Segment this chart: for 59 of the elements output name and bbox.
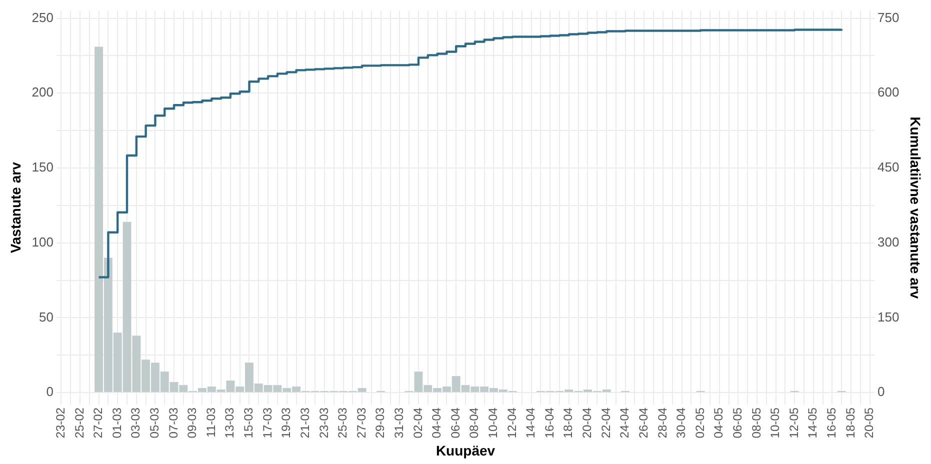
x-tick-label: 09-03 xyxy=(185,407,200,438)
x-tick-label: 14-05 xyxy=(806,407,820,438)
y2-tick-label: 450 xyxy=(878,160,900,175)
x-tick-label: 16-04 xyxy=(542,407,556,438)
x-tick-label: 28-04 xyxy=(655,407,670,438)
y2-axis-title: Kumulatiivne vastanute arv xyxy=(908,116,924,299)
x-tick-label: 26-04 xyxy=(636,407,650,438)
x-tick-label: 31-03 xyxy=(392,407,406,438)
x-tick-label: 18-04 xyxy=(561,407,576,438)
x-tick-label: 08-04 xyxy=(467,407,482,438)
x-tick-label: 04-05 xyxy=(712,407,726,438)
x-tick-label: 01-03 xyxy=(110,407,124,438)
x-tick-label: 27-02 xyxy=(91,407,106,438)
x-tick-label: 07-03 xyxy=(166,407,180,438)
x-tick-label: 24-04 xyxy=(618,407,632,438)
x-tick-label: 02-05 xyxy=(692,407,707,438)
x-tick-label: 18-05 xyxy=(843,407,858,438)
x-tick-label: 25-02 xyxy=(72,407,86,438)
x-tick-label: 04-04 xyxy=(430,407,444,438)
x-tick-label: 17-03 xyxy=(260,407,274,438)
x-tick-label: 27-03 xyxy=(354,407,368,438)
x-tick-label: 23-02 xyxy=(54,407,68,438)
y-axis-title: Vastanute arv xyxy=(7,162,24,254)
x-tick-label: 06-04 xyxy=(448,407,462,438)
y2-tick-label: 750 xyxy=(878,10,900,25)
x-tick-label: 19-03 xyxy=(279,407,294,438)
x-tick-label: 16-05 xyxy=(824,407,839,438)
x-tick-label: 08-05 xyxy=(749,407,764,438)
y-tick-label: 0 xyxy=(46,384,54,400)
x-axis-title: Kuupäev xyxy=(436,442,496,458)
x-tick-label: 29-03 xyxy=(373,407,388,438)
x-tick-label: 02-04 xyxy=(410,407,425,438)
x-tick-label: 12-05 xyxy=(786,407,801,438)
x-tick-label: 10-05 xyxy=(768,407,782,438)
x-tick-label: 20-05 xyxy=(862,407,876,438)
y2-tick-label: 0 xyxy=(878,384,885,400)
y-tick-label: 150 xyxy=(32,160,54,175)
y-tick-label: 200 xyxy=(32,84,54,100)
x-tick-label: 13-03 xyxy=(222,407,237,438)
x-tick-label: 22-04 xyxy=(598,407,613,438)
x-tick-label: 23-03 xyxy=(316,407,331,438)
x-tick-label: 10-04 xyxy=(486,407,500,438)
x-tick-label: 25-03 xyxy=(336,407,350,438)
y-tick-label: 250 xyxy=(32,10,54,25)
y2-tick-label: 150 xyxy=(878,309,900,324)
x-tick-label: 12-04 xyxy=(504,407,519,438)
x-tick-label: 30-04 xyxy=(674,407,688,438)
y-tick-label: 100 xyxy=(32,234,54,250)
x-tick-label: 15-03 xyxy=(242,407,256,438)
y-tick-label: 50 xyxy=(39,309,54,324)
x-tick-label: 03-03 xyxy=(128,407,143,438)
x-tick-label: 06-05 xyxy=(730,407,744,438)
x-tick-label: 05-03 xyxy=(148,407,162,438)
x-tick-label: 21-03 xyxy=(298,407,312,438)
x-tick-label: 14-04 xyxy=(524,407,538,438)
x-tick-label: 20-04 xyxy=(580,407,594,438)
y2-tick-label: 600 xyxy=(878,84,900,100)
x-tick-label: 11-03 xyxy=(204,407,218,438)
y2-tick-label: 300 xyxy=(878,234,900,250)
